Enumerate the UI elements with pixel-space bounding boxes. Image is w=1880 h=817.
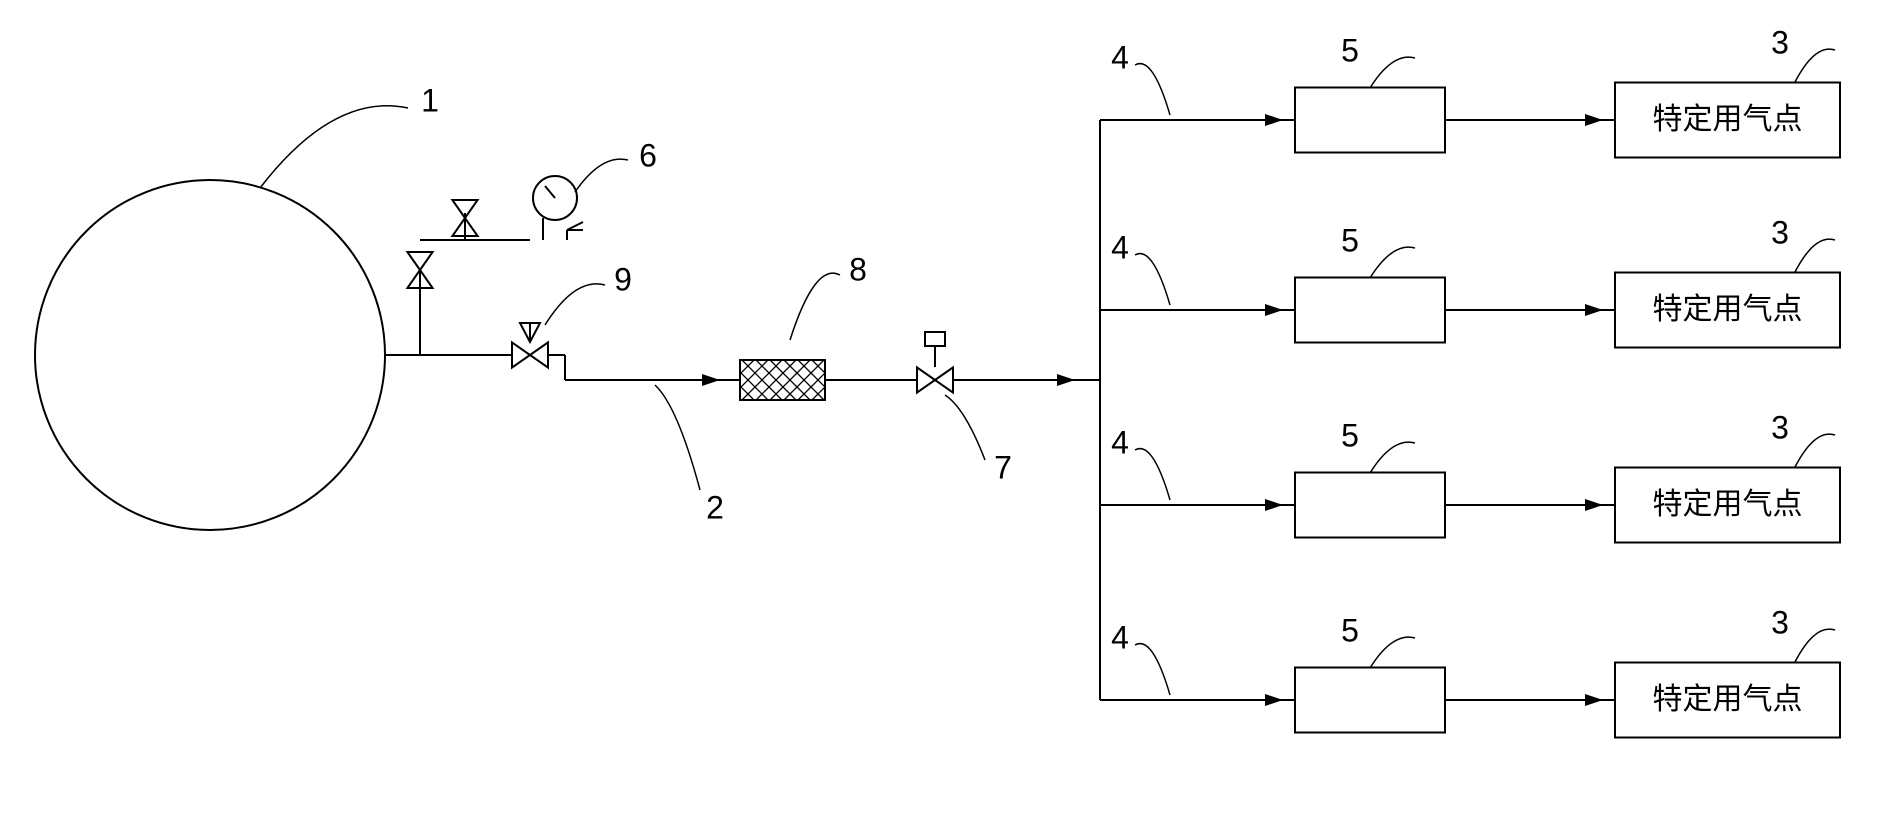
label-8: 8 — [849, 251, 867, 287]
filter — [740, 360, 825, 400]
component-5 — [1295, 278, 1445, 343]
tank — [35, 180, 385, 530]
label-3-3: 3 — [1771, 604, 1789, 640]
label-5-3: 5 — [1341, 612, 1359, 648]
label-7: 7 — [994, 449, 1012, 485]
label-4-3: 4 — [1111, 619, 1129, 655]
valve7-actuator — [925, 332, 945, 346]
gas-use-point-label: 特定用气点 — [1653, 293, 1803, 326]
label-5-1: 5 — [1341, 222, 1359, 258]
component-5 — [1295, 473, 1445, 538]
label-2: 2 — [706, 489, 724, 525]
gas-use-point-label: 特定用气点 — [1653, 488, 1803, 521]
label-1: 1 — [421, 82, 439, 118]
label-4-0: 4 — [1111, 39, 1129, 75]
component-5 — [1295, 668, 1445, 733]
label-4-1: 4 — [1111, 229, 1129, 265]
label-3-2: 3 — [1771, 409, 1789, 445]
piping-diagram: 1 6 9 8 7 2 特定用气点 4 5 3 特定用气点 4 5 3 特定用气点 4 5 3 特定用气点 4 5 3 — [0, 0, 1880, 817]
gas-use-point-label: 特定用气点 — [1653, 103, 1803, 136]
label-9: 9 — [614, 261, 632, 297]
label-3-0: 3 — [1771, 24, 1789, 60]
label-3-1: 3 — [1771, 214, 1789, 250]
gas-use-point-label: 特定用气点 — [1653, 683, 1803, 716]
label-6: 6 — [639, 137, 657, 173]
label-5-2: 5 — [1341, 417, 1359, 453]
component-5 — [1295, 88, 1445, 153]
label-4-2: 4 — [1111, 424, 1129, 460]
label-5-0: 5 — [1341, 32, 1359, 68]
